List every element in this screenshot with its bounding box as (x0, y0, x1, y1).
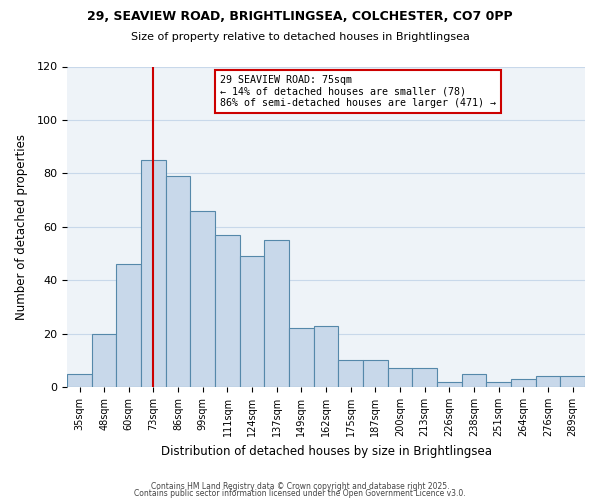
Text: Contains public sector information licensed under the Open Government Licence v3: Contains public sector information licen… (134, 490, 466, 498)
Bar (116, 264, 141, 387)
Text: 29, SEAVIEW ROAD, BRIGHTLINGSEA, COLCHESTER, CO7 0PP: 29, SEAVIEW ROAD, BRIGHTLINGSEA, COLCHES… (87, 10, 513, 23)
Bar (363, 360, 388, 387)
Bar (462, 374, 487, 387)
X-axis label: Distribution of detached houses by size in Brightlingsea: Distribution of detached houses by size … (161, 444, 491, 458)
Bar (314, 326, 338, 387)
Bar (536, 376, 560, 387)
Bar (487, 382, 511, 387)
Bar (437, 382, 462, 387)
Text: Size of property relative to detached houses in Brightlingsea: Size of property relative to detached ho… (131, 32, 469, 42)
Bar (412, 368, 437, 387)
Bar (215, 235, 240, 387)
Bar (166, 176, 190, 387)
Bar (338, 360, 363, 387)
Bar (240, 256, 265, 387)
Bar (67, 374, 92, 387)
Bar (190, 211, 215, 387)
Text: 29 SEAVIEW ROAD: 75sqm
← 14% of detached houses are smaller (78)
86% of semi-det: 29 SEAVIEW ROAD: 75sqm ← 14% of detached… (220, 74, 496, 108)
Bar (265, 240, 289, 387)
Bar (141, 160, 166, 387)
Text: Contains HM Land Registry data © Crown copyright and database right 2025.: Contains HM Land Registry data © Crown c… (151, 482, 449, 491)
Bar (92, 334, 116, 387)
Y-axis label: Number of detached properties: Number of detached properties (15, 134, 28, 320)
Bar (388, 368, 412, 387)
Bar (560, 376, 585, 387)
Bar (289, 328, 314, 387)
Bar (511, 379, 536, 387)
